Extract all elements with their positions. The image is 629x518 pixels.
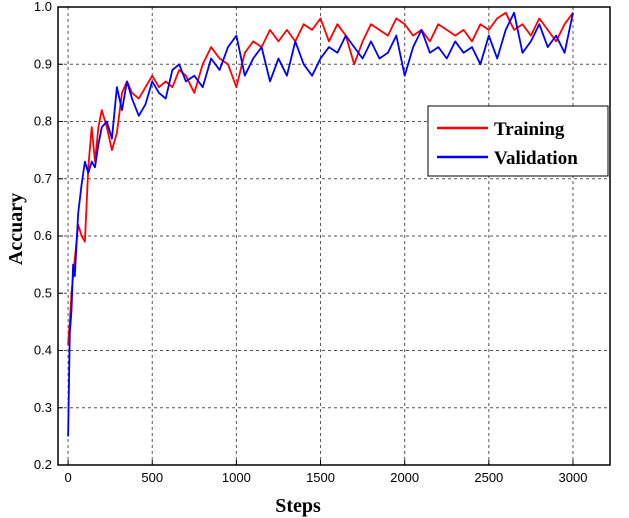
series-line-training	[67, 11, 574, 345]
y-axis-title: Accuary	[5, 193, 27, 265]
tick-labels: 0 500 1000 1500 2000 2500 3000 0.2 0.3 0.4 0.5 0.6 0…	[34, 0, 588, 485]
x-tick-label: 1000	[222, 470, 251, 485]
y-tick-label: 0.8	[34, 114, 52, 129]
y-tick-label: 0.4	[34, 343, 52, 358]
x-tick-label: 2000	[390, 470, 419, 485]
y-tick-label: 0.7	[34, 171, 52, 186]
axis-ticks	[58, 6, 574, 466]
x-tick-label: 1500	[306, 470, 335, 485]
x-tick-label: 3000	[559, 470, 588, 485]
x-axis-title: Steps	[275, 495, 321, 517]
grid-lines	[58, 6, 610, 466]
x-tick-label: 0	[64, 470, 71, 485]
x-tick-label: 2500	[474, 470, 503, 485]
legend-label-training: Training	[494, 119, 565, 140]
legend-label-validation: Validation	[494, 148, 578, 169]
y-tick-label: 0.5	[34, 285, 52, 300]
x-tick-label: 500	[141, 470, 163, 485]
y-tick-label: 0.2	[34, 457, 52, 472]
series-line-validation	[67, 11, 574, 437]
y-tick-label: 0.6	[34, 228, 52, 243]
y-tick-label: 0.3	[34, 400, 52, 415]
legend-box	[427, 105, 609, 177]
series-layer	[67, 11, 574, 437]
legend: Training Validation	[427, 105, 609, 177]
y-tick-label: 1.0	[34, 0, 52, 14]
y-tick-label: 0.9	[34, 56, 52, 71]
